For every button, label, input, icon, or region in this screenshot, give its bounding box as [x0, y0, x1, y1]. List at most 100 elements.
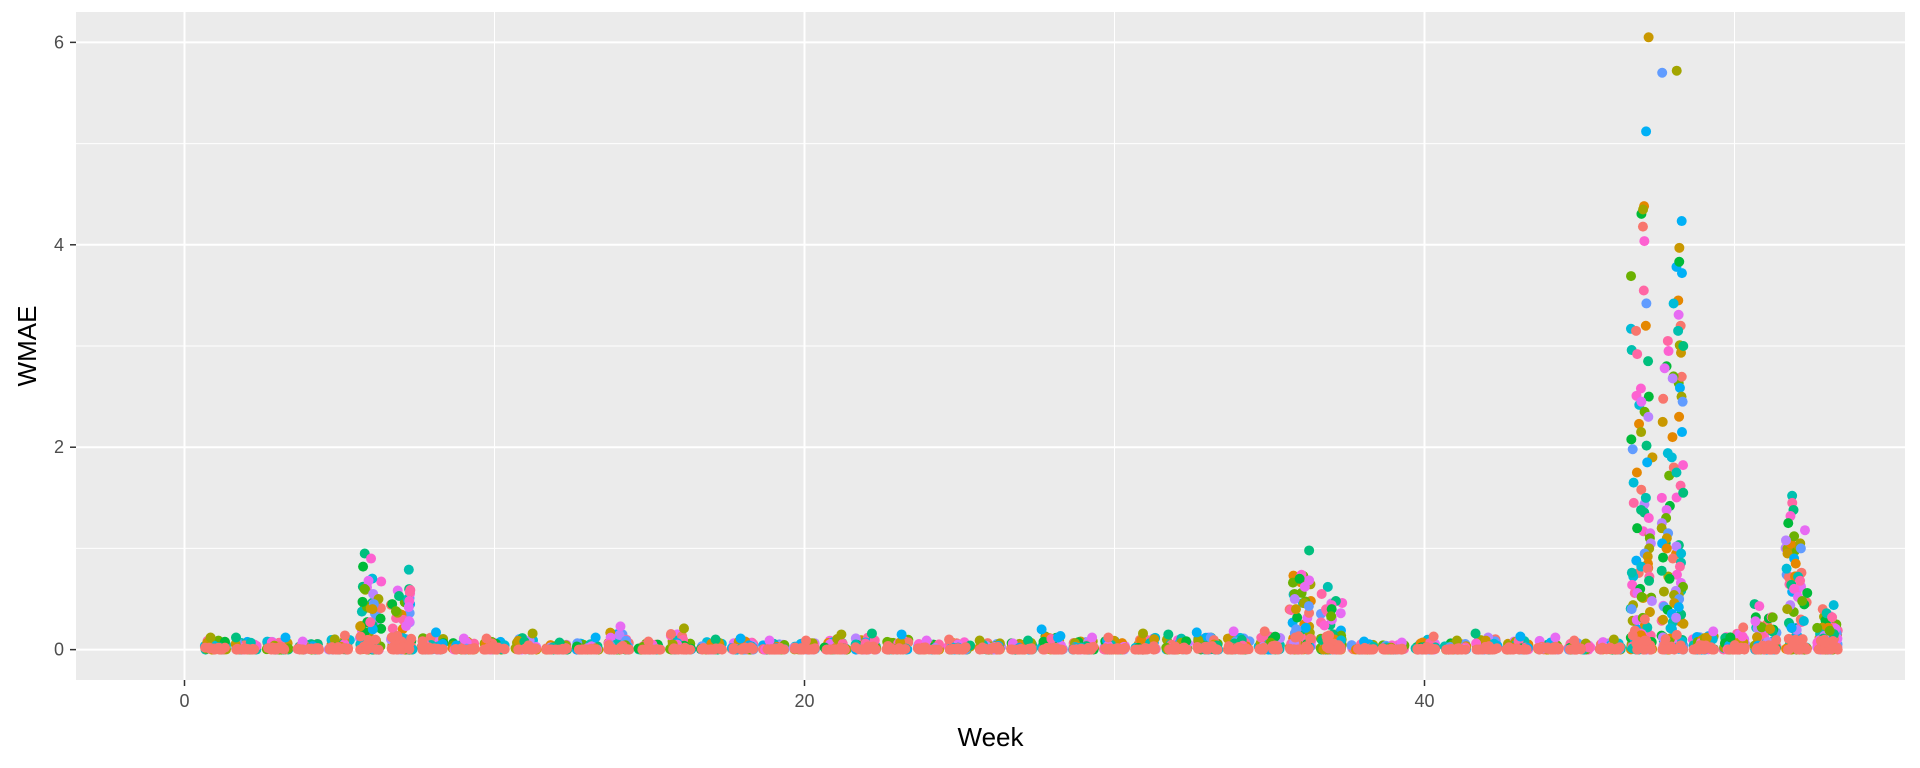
scatter-point	[1678, 341, 1689, 351]
scatter-point	[1104, 644, 1115, 655]
scatter-point	[1658, 586, 1669, 597]
scatter-point	[822, 644, 833, 655]
scatter-point	[1674, 256, 1685, 267]
scatter-point	[1752, 643, 1763, 654]
scatter-point	[710, 634, 721, 645]
scatter-point	[1638, 285, 1649, 296]
scatter-point	[1355, 644, 1366, 655]
scatter-point	[1191, 627, 1202, 638]
scatter-point	[1661, 543, 1672, 554]
scatter-point	[685, 644, 696, 655]
scatter-point	[1636, 396, 1647, 407]
scatter-point	[1130, 644, 1141, 655]
scatter-point	[1644, 575, 1655, 586]
scatter-point	[1659, 363, 1670, 374]
scatter-point	[244, 644, 255, 655]
scatter-point	[1138, 644, 1149, 655]
scatter-point	[386, 632, 397, 643]
scatter-point	[376, 576, 387, 587]
scatter-point	[1640, 320, 1651, 331]
scatter-point	[1643, 411, 1654, 422]
scatter-point	[1671, 629, 1682, 640]
scatter-point	[1324, 630, 1335, 641]
scatter-point	[297, 636, 308, 647]
scatter-point	[386, 643, 397, 654]
scatter-point	[960, 642, 971, 653]
scatter-point	[1487, 644, 1498, 655]
scatter-point	[1671, 612, 1682, 623]
scatter-point	[303, 644, 314, 655]
scatter-point	[458, 633, 469, 644]
scatter-point	[1170, 644, 1181, 655]
scatter-point	[615, 621, 626, 632]
scatter-point	[329, 634, 340, 645]
scatter-point	[1642, 563, 1653, 574]
scatter-point	[1673, 325, 1684, 336]
scatter-point	[1626, 567, 1637, 578]
scatter-point	[1290, 632, 1301, 643]
scatter-point	[1641, 440, 1652, 451]
scatter-point	[1798, 616, 1809, 627]
scatter-point	[1636, 427, 1647, 438]
scatter-point	[355, 621, 366, 632]
scatter-point	[1023, 635, 1034, 646]
scatter-point	[1646, 644, 1657, 655]
scatter-point	[1638, 204, 1649, 215]
scatter-point	[404, 644, 415, 655]
scatter-point	[1640, 492, 1651, 503]
scatter-point	[1379, 644, 1390, 655]
scatter-point	[1319, 620, 1330, 631]
scatter-point	[1658, 614, 1669, 625]
scatter-point	[1569, 635, 1580, 646]
scatter-point	[1676, 427, 1687, 438]
scatter-point	[1628, 497, 1639, 508]
scatter-point	[1048, 644, 1059, 655]
scatter-point	[1656, 492, 1667, 503]
scatter-point	[404, 586, 415, 597]
scatter-point	[1731, 642, 1742, 653]
scatter-point	[1678, 487, 1689, 498]
scatter-point	[499, 643, 510, 654]
scatter-point	[366, 553, 377, 564]
scatter-point	[1676, 216, 1687, 227]
scatter-point	[1200, 641, 1211, 652]
scatter-point	[1086, 642, 1097, 653]
scatter-point	[1689, 644, 1700, 655]
scatter-point	[1782, 604, 1793, 615]
scatter-point	[313, 643, 324, 654]
scatter-point	[432, 644, 443, 655]
x-tick-label: 20	[794, 691, 814, 711]
scatter-point	[1270, 640, 1281, 651]
scatter-point	[1781, 563, 1792, 574]
scatter-point	[1636, 504, 1647, 515]
scatter-point	[1663, 346, 1674, 357]
scatter-point	[1674, 643, 1685, 654]
scatter-point	[561, 643, 572, 654]
scatter-point	[1639, 236, 1650, 247]
scatter-point	[1676, 371, 1687, 382]
scatter-point	[1767, 612, 1778, 623]
scatter-point	[1756, 622, 1767, 633]
scatter-point	[1664, 644, 1675, 655]
scatter-point	[747, 643, 758, 654]
scatter-point	[363, 575, 374, 586]
scatter-point	[803, 644, 814, 655]
x-axis-title: Week	[958, 722, 1025, 752]
scatter-point	[1641, 126, 1652, 137]
scatter-point	[912, 643, 923, 654]
scatter-point	[773, 644, 784, 655]
scatter-point	[1569, 644, 1580, 655]
scatter-point	[1292, 612, 1303, 623]
scatter-point	[1677, 396, 1688, 407]
scatter-point	[1642, 622, 1653, 633]
scatter-point	[1792, 644, 1803, 655]
scatter-point	[359, 583, 370, 594]
scatter-point	[1827, 612, 1838, 623]
scatter-point	[1626, 604, 1637, 615]
scatter-point	[1657, 67, 1668, 78]
scatter-point	[717, 644, 728, 655]
scatter-point	[403, 602, 414, 613]
scatter-point	[1550, 632, 1561, 643]
scatter-point	[1643, 391, 1654, 402]
